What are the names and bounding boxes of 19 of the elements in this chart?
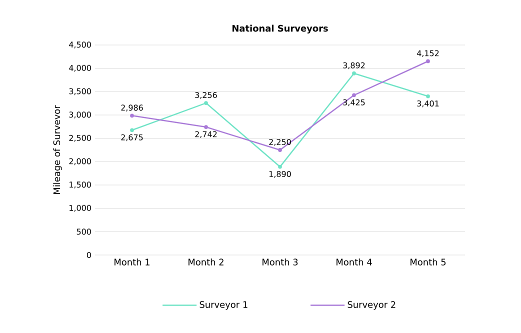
x-tick-label: Month 5 — [410, 258, 446, 266]
point — [130, 114, 134, 118]
x-tick-label: Month 1 — [114, 258, 150, 266]
point — [278, 164, 282, 169]
point — [426, 94, 430, 98]
point — [204, 125, 208, 129]
point — [204, 101, 208, 105]
y-axis-title: Mileage of Survevor — [53, 105, 62, 194]
legend-label: Surveyor 2 — [348, 301, 396, 310]
x-tick-label: Month 3 — [262, 258, 298, 266]
point — [426, 59, 430, 64]
point — [130, 128, 134, 132]
point — [352, 93, 356, 98]
x-tick-label: Month 2 — [188, 258, 224, 266]
chart-title: National Surveyors — [232, 24, 328, 34]
x-tick-label: Month 4 — [336, 258, 372, 266]
point — [278, 148, 282, 152]
legend-label: Surveyor 1 — [200, 301, 248, 310]
point — [352, 71, 356, 76]
